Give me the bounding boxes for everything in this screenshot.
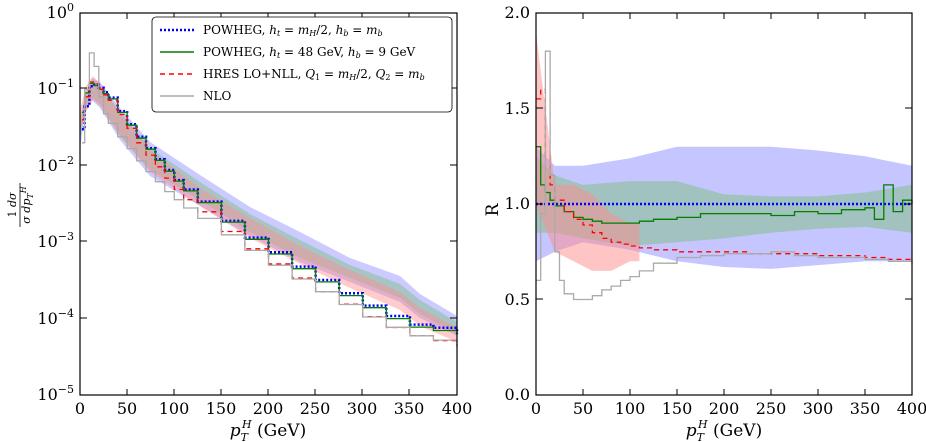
right-y-tick-1.5: 1.5 (505, 99, 530, 118)
right-y-tick-labels: 0.0 0.5 1.0 1.5 2.0 (505, 3, 530, 404)
right-x-tick-300: 300 (803, 399, 834, 418)
right-y-tick-0.0: 0.0 (505, 385, 530, 404)
left-y-tick-1e-1: 10−1 (37, 77, 74, 98)
right-x-tick-150: 150 (662, 399, 693, 418)
legend-box (151, 16, 453, 113)
right-y-tick-1.0: 1.0 (505, 194, 530, 213)
left-x-tick-250: 250 (300, 399, 331, 418)
right-panel: 0 50 100 150 200 250 300 350 400 0.0 0.5… (483, 3, 926, 442)
left-lines (81, 52, 459, 347)
right-y-ticks (536, 107, 912, 300)
legend-text-hres: HRES LO+NLL, Q1 = mH/2, Q2 = mb (203, 67, 425, 82)
right-x-tick-400: 400 (897, 399, 926, 418)
right-x-tick-350: 350 (850, 399, 881, 418)
left-x-tick-350: 350 (394, 399, 425, 418)
right-x-axis-label: pTH (GeV) (686, 418, 762, 442)
left-y-tick-1e-3: 10−3 (37, 230, 74, 251)
svg-text:1 dσ: 1 dσ (6, 192, 19, 218)
left-x-tick-300: 300 (347, 399, 378, 418)
right-x-ticks (582, 13, 866, 395)
right-x-tick-50: 50 (573, 399, 593, 418)
right-x-tick-0: 0 (531, 399, 541, 418)
legend-text-nlo: NLO (203, 89, 231, 103)
right-y-axis-label: R (483, 202, 503, 216)
left-y-axis-label: 1 dσ σ dpTH (6, 183, 35, 227)
left-x-tick-150: 150 (206, 399, 237, 418)
legend: POWHEG, ht = mH/2, hb = mb POWHEG, ht = … (151, 16, 453, 113)
right-y-tick-2.0: 2.0 (505, 3, 530, 22)
right-x-tick-200: 200 (709, 399, 740, 418)
left-y-tick-1e0: 100 (47, 1, 74, 22)
right-bands (536, 32, 912, 271)
left-series-line-3 (81, 52, 458, 347)
left-panel: 0 50 100 150 200 250 300 350 400 100 10−… (6, 1, 472, 442)
left-x-tick-labels: 0 50 100 150 200 250 300 350 400 (75, 399, 472, 418)
right-series-line-2 (536, 88, 913, 262)
right-x-tick-labels: 0 50 100 150 200 250 300 350 400 (531, 399, 926, 418)
left-y-tick-labels: 100 10−1 10−2 10−3 10−4 10−5 (37, 1, 74, 404)
right-x-tick-250: 250 (756, 399, 787, 418)
legend-text-powheg-default: POWHEG, ht = mH/2, hb = mb (203, 23, 383, 38)
left-x-tick-100: 100 (159, 399, 190, 418)
left-x-tick-0: 0 (75, 399, 85, 418)
left-x-tick-400: 400 (442, 399, 473, 418)
left-band-blue (80, 78, 457, 336)
left-y-tick-1e-5: 10−5 (37, 383, 74, 404)
left-y-tick-1e-4: 10−4 (37, 307, 74, 328)
right-y-tick-0.5: 0.5 (505, 290, 530, 309)
left-bands (80, 76, 457, 342)
left-x-tick-50: 50 (117, 399, 137, 418)
left-y-tick-1e-2: 10−2 (37, 154, 74, 175)
right-lines (536, 50, 913, 301)
legend-text-powheg-48: POWHEG, ht = 48 GeV, hb = 9 GeV (203, 45, 416, 60)
left-x-axis-label: pTH (GeV) (230, 418, 306, 442)
left-band-red (80, 76, 457, 342)
left-band-green (80, 80, 457, 334)
right-series-line-1 (536, 146, 913, 224)
right-series-line-3 (536, 50, 913, 301)
left-x-tick-200: 200 (253, 399, 284, 418)
right-x-tick-100: 100 (615, 399, 646, 418)
svg-text:σ dpTH: σ dpTH (19, 185, 35, 223)
right-band-2 (536, 32, 640, 271)
